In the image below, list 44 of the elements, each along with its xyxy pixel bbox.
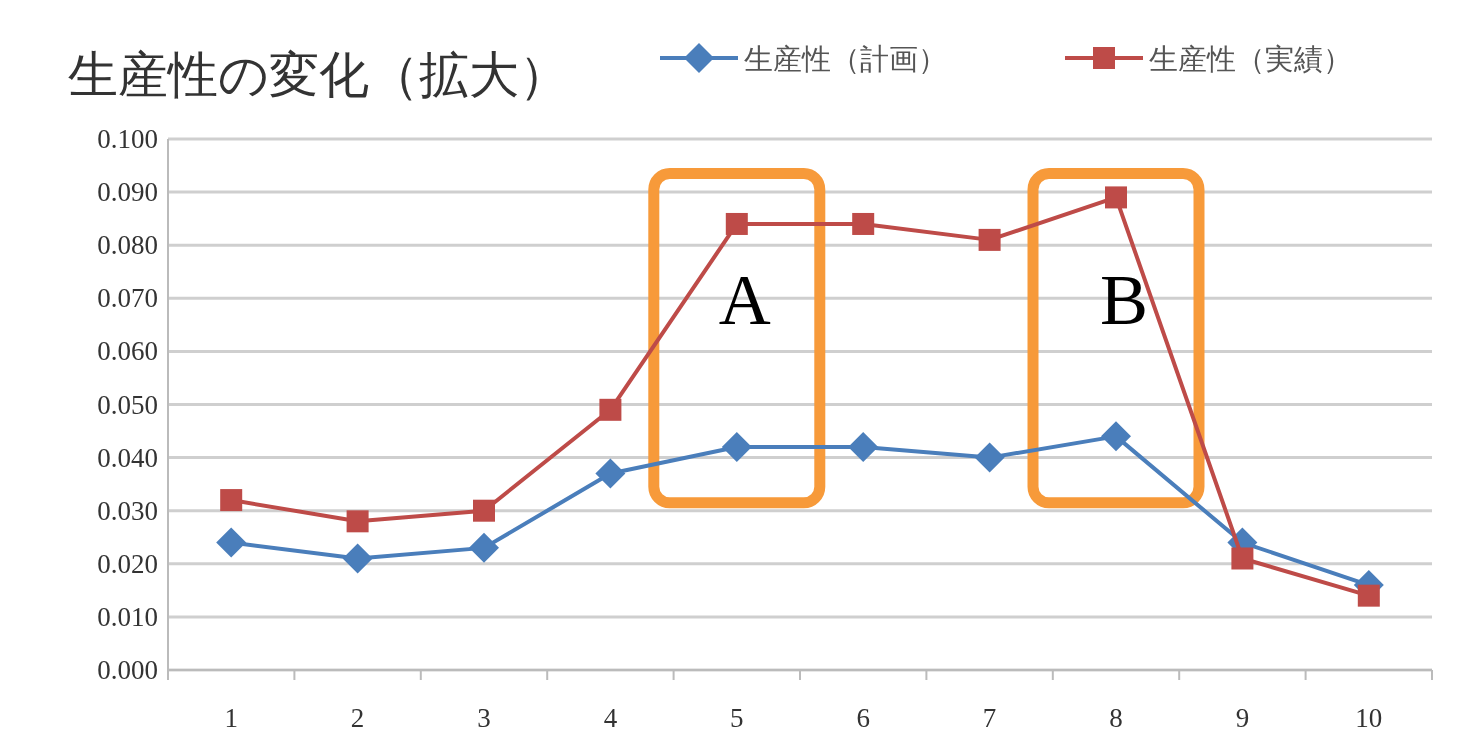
y-tick-label: 0.000: [97, 655, 158, 685]
point: [1105, 186, 1127, 209]
x-tick-label: 4: [603, 703, 618, 733]
x-tick-label: 6: [856, 703, 870, 733]
chart-title: 生産性の変化（拡大）: [68, 47, 569, 103]
x-tick-label: 3: [477, 703, 491, 733]
legend-label: 生産性（計画）: [744, 43, 947, 75]
point: [1231, 547, 1254, 570]
y-tick-label: 0.070: [97, 283, 158, 314]
y-tick-label: 0.060: [97, 336, 158, 367]
point: [595, 458, 626, 489]
annotation: A: [718, 260, 771, 341]
point: [1101, 421, 1131, 452]
point: [216, 527, 247, 558]
x-tick-label: 9: [1235, 703, 1250, 733]
point: [848, 431, 879, 462]
x-tick-label: 5: [730, 703, 744, 733]
y-tick-label: 0.030: [97, 495, 158, 526]
point: [974, 442, 1005, 473]
x-tick-label: 7: [982, 703, 997, 733]
x-tick-label: 2: [350, 703, 365, 733]
point: [852, 212, 875, 235]
point: [342, 543, 373, 574]
x-tick-label: 10: [1355, 703, 1383, 733]
point: [1357, 584, 1380, 607]
y-tick-label: 0.040: [97, 442, 158, 473]
point: [978, 228, 1001, 251]
x-tick-label: 8: [1109, 703, 1123, 733]
y-tick-label: 0.080: [97, 230, 158, 261]
y-tick-label: 0.090: [97, 177, 158, 208]
y-tick-label: 0.050: [97, 389, 158, 420]
point: [220, 489, 243, 512]
y-tick-label: 0.100: [97, 124, 158, 154]
point: [721, 431, 752, 462]
point: [346, 510, 369, 533]
x-tick-label: 1: [224, 703, 238, 733]
point: [469, 532, 499, 563]
y-tick-label: 0.020: [97, 548, 158, 579]
point: [473, 499, 495, 522]
legend-label: 生産性（実績）: [1149, 43, 1352, 75]
annotation: B: [1099, 260, 1149, 341]
point: [599, 398, 622, 421]
point: [725, 212, 748, 235]
y-tick-label: 0.010: [97, 601, 158, 632]
